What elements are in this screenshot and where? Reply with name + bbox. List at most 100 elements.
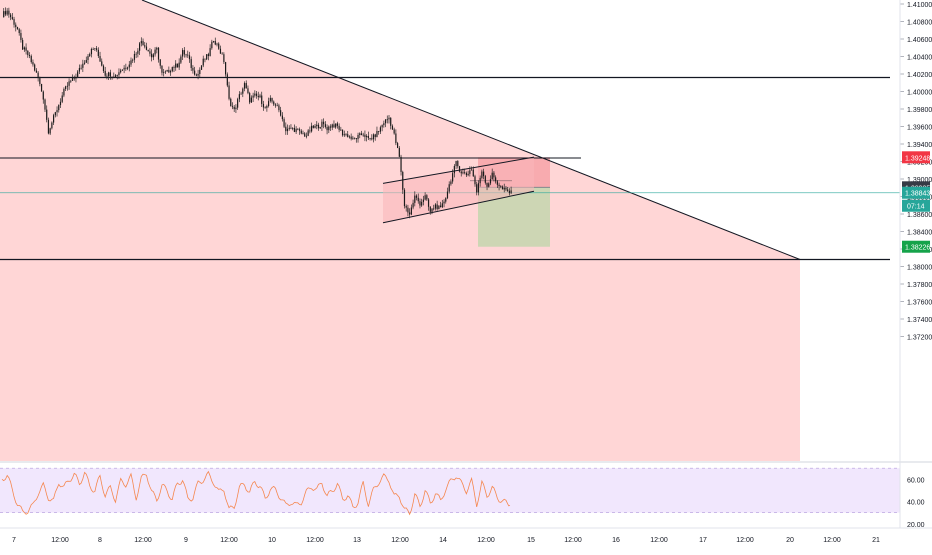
candle-body	[498, 184, 500, 187]
candle-body	[347, 134, 349, 137]
price-axis[interactable]: 1.41000 1.40800 1.40600 1.40400 1.40200 1.400…	[900, 2, 932, 342]
candle-body	[395, 133, 397, 144]
candle-body	[398, 148, 400, 157]
channel-lower-line[interactable]	[382, 190, 535, 224]
candle-body	[479, 177, 481, 184]
countdown-label: 07:14	[907, 204, 925, 211]
candle-body	[109, 72, 111, 77]
candle-body	[154, 49, 156, 55]
candle-body	[328, 126, 330, 131]
candle-body	[288, 127, 290, 129]
candle-body	[73, 77, 75, 79]
candle-body	[147, 49, 149, 52]
trend-and-level-lines[interactable]	[0, 0, 900, 261]
current-price-label-bg	[902, 186, 930, 199]
red-zone-drawing[interactable]	[0, 0, 800, 461]
candle-body	[417, 197, 419, 202]
candle-body	[348, 136, 351, 138]
candle-body	[106, 75, 108, 77]
candle-body	[484, 176, 486, 183]
candle-body	[254, 93, 256, 96]
candle-body	[350, 136, 352, 139]
candle-body	[472, 169, 474, 177]
candle-body	[116, 75, 118, 76]
candle-body	[233, 106, 235, 110]
candle-body	[457, 161, 459, 167]
x-tick-label: 17	[699, 537, 707, 544]
candle-body	[25, 47, 27, 51]
candle-body	[144, 45, 146, 47]
candle-body	[123, 67, 125, 70]
y-tick-label: 1.40800	[907, 20, 932, 27]
candle-body	[453, 166, 455, 174]
stop-price-label: 1.39248	[905, 155, 930, 162]
candle-body	[22, 39, 24, 50]
candle-body	[352, 137, 354, 139]
candle-body	[372, 134, 375, 140]
candle-body	[458, 166, 461, 172]
x-tick-label: 12:00	[823, 537, 841, 544]
candle-body	[108, 72, 110, 77]
candle-body	[54, 112, 56, 116]
candle-body	[252, 95, 254, 98]
channel-fill[interactable]	[383, 157, 534, 223]
candle-body	[285, 126, 287, 132]
candle-body	[216, 43, 218, 45]
candle-body	[470, 169, 473, 171]
x-tick-label: 15	[527, 537, 535, 544]
y-tick-label: 1.37400	[907, 317, 932, 324]
candle-body	[11, 17, 13, 20]
candle-body	[367, 135, 369, 139]
candle-body	[376, 131, 378, 137]
candle-body	[149, 51, 151, 54]
candle-body	[128, 64, 130, 68]
candle-body	[429, 206, 431, 212]
countdown-bg	[902, 199, 930, 212]
candle-body	[78, 68, 80, 72]
candle-body	[314, 126, 316, 128]
candle-body	[207, 54, 209, 56]
candle-body	[49, 128, 51, 134]
candle-body	[281, 115, 283, 120]
candle-body	[101, 61, 103, 66]
candle-body	[268, 101, 270, 106]
candle-body	[171, 67, 173, 72]
candle-body	[240, 93, 242, 95]
candle-body	[390, 117, 392, 126]
candle-body	[192, 67, 194, 71]
red-zone-area[interactable]	[0, 0, 800, 461]
candle-body	[169, 71, 172, 73]
candle-body	[384, 119, 387, 124]
candle-body	[200, 65, 203, 70]
candle-body	[183, 50, 185, 55]
candle-body	[178, 62, 180, 68]
candle-body	[126, 67, 129, 69]
candle-body	[104, 71, 106, 76]
y-tick-label: 1.41000	[907, 2, 932, 9]
candle-body	[397, 143, 399, 149]
candle-body	[97, 49, 99, 57]
candle-body	[35, 70, 37, 73]
candle-body	[175, 63, 177, 68]
candle-body	[414, 195, 416, 203]
indicator-tick-label: 20.00	[907, 522, 925, 529]
candle-body	[159, 59, 161, 66]
candle-body	[199, 69, 201, 75]
candle-body	[355, 138, 357, 140]
time-axis[interactable]: 7 12:00 8 12:00 9 12:00 10 12:00 13 12:00 14 12:00 1…	[12, 537, 880, 544]
descending-trendline[interactable]	[141, 0, 801, 260]
candle-body	[335, 123, 337, 128]
channel-upper-line[interactable]	[382, 156, 535, 184]
candle-body	[359, 133, 361, 135]
candle-body	[338, 125, 340, 130]
candle-body	[46, 109, 48, 120]
candle-body	[257, 95, 259, 98]
candle-body	[409, 212, 411, 215]
candle-body	[180, 56, 182, 63]
candle-body	[130, 60, 132, 65]
candle-body	[223, 54, 225, 63]
candle-body	[421, 201, 423, 206]
